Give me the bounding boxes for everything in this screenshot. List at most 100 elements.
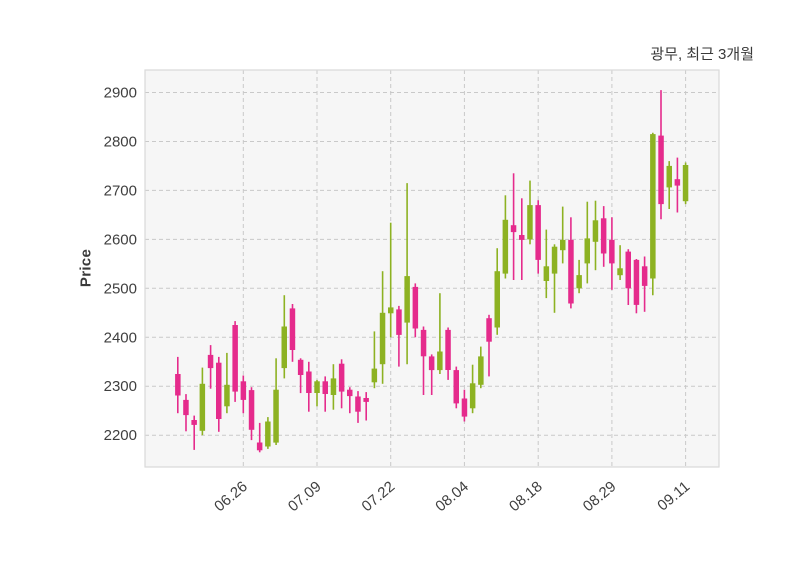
x-tick-label: 08.04: [432, 478, 472, 515]
candle-down: [396, 305, 402, 367]
candle-body: [240, 381, 247, 400]
candle-body: [560, 239, 566, 251]
candle-body: [510, 225, 517, 233]
candles: [175, 90, 689, 453]
candle-down: [363, 392, 369, 421]
candle-up: [379, 271, 386, 384]
y-tick-label: 2500: [104, 280, 137, 297]
candle-down: [297, 358, 304, 394]
candle-down: [256, 422, 263, 453]
candle-down: [519, 198, 525, 280]
candle-body: [199, 383, 206, 431]
candle-down: [510, 173, 517, 280]
candle-body: [478, 356, 484, 385]
candle-up: [576, 259, 582, 294]
x-tick-label: 08.29: [580, 478, 620, 515]
candle-down: [175, 356, 181, 414]
y-axis-label: Price: [77, 248, 95, 288]
y-tick-label: 2300: [104, 378, 137, 395]
y-tick-label: 2400: [104, 329, 137, 346]
candle-body: [265, 421, 271, 447]
candle-down: [568, 217, 574, 309]
candle-body: [600, 218, 607, 254]
candle-body: [682, 165, 689, 202]
candle-body: [248, 390, 255, 430]
chart-title: 광무, 최근 3개월: [650, 46, 754, 63]
candle-down: [322, 376, 328, 412]
candle-down: [674, 157, 681, 213]
candle-up: [388, 222, 394, 338]
x-tick-label: 07.09: [285, 478, 325, 515]
candle-down: [355, 391, 361, 423]
candle-down: [420, 326, 427, 395]
candle-up: [371, 331, 378, 389]
candle-down: [232, 321, 238, 402]
candle-down: [633, 259, 640, 314]
candle-body: [650, 134, 656, 279]
candle-up: [273, 358, 279, 445]
candle-body: [633, 259, 640, 305]
candle-body: [183, 399, 189, 416]
y-tick-label: 2700: [104, 182, 137, 199]
candle-up: [265, 417, 271, 449]
candle-body: [535, 205, 541, 260]
candle-body: [625, 251, 631, 289]
candle-body: [175, 374, 181, 396]
candle-down: [445, 327, 451, 380]
candle-body: [551, 246, 558, 274]
candle-body: [191, 420, 197, 425]
candle-body: [232, 325, 238, 392]
candle-body: [355, 396, 361, 412]
candle-up: [199, 367, 206, 436]
candle-down: [289, 304, 296, 362]
candle-body: [388, 307, 394, 314]
candle-body: [461, 398, 468, 417]
candle-down: [183, 394, 189, 432]
candle-body: [494, 271, 500, 328]
plot-area: [145, 70, 719, 467]
candle-up: [650, 132, 656, 296]
candle-up: [314, 379, 320, 407]
candle-body: [281, 326, 287, 369]
candle-body: [256, 442, 263, 451]
candle-body: [347, 389, 353, 397]
candle-body: [371, 368, 378, 383]
candle-up: [666, 161, 672, 209]
candle-up: [478, 346, 484, 389]
candle-up: [224, 352, 230, 414]
y-tick-label: 2200: [104, 427, 137, 444]
candle-body: [486, 318, 492, 342]
candle-down: [453, 366, 459, 409]
candle-up: [682, 162, 689, 205]
candle-down: [240, 375, 247, 414]
y-axis: 2200 2300 2400 2500 2600 2700 2800 2900: [104, 85, 137, 445]
candle-up: [502, 195, 509, 279]
candle-body: [437, 351, 443, 371]
candle-down: [461, 389, 468, 422]
candle-body: [658, 135, 664, 205]
candle-body: [330, 378, 337, 395]
candle-down: [600, 206, 607, 267]
candle-up: [281, 295, 287, 379]
candle-body: [412, 286, 419, 329]
candle-body: [617, 268, 623, 276]
candle-body: [576, 275, 582, 289]
candle-body: [289, 308, 296, 350]
candle-down: [191, 415, 197, 450]
y-tick-label: 2900: [104, 85, 137, 102]
x-tick-label: 06.26: [211, 478, 251, 515]
candle-body: [396, 309, 402, 335]
x-tick-label: 07.22: [359, 478, 399, 515]
candle-up: [584, 201, 590, 284]
candle-body: [519, 235, 525, 240]
candle-down: [248, 387, 255, 441]
candle-down: [535, 200, 541, 274]
candle-body: [543, 266, 550, 281]
candle-up: [617, 245, 623, 280]
candle-down: [347, 387, 353, 414]
candle-body: [527, 205, 533, 240]
candle-up: [494, 248, 500, 335]
x-axis: 06.26 07.09 07.22 08.04 08.18 08.29 09.11: [211, 478, 693, 515]
candle-body: [207, 354, 214, 369]
